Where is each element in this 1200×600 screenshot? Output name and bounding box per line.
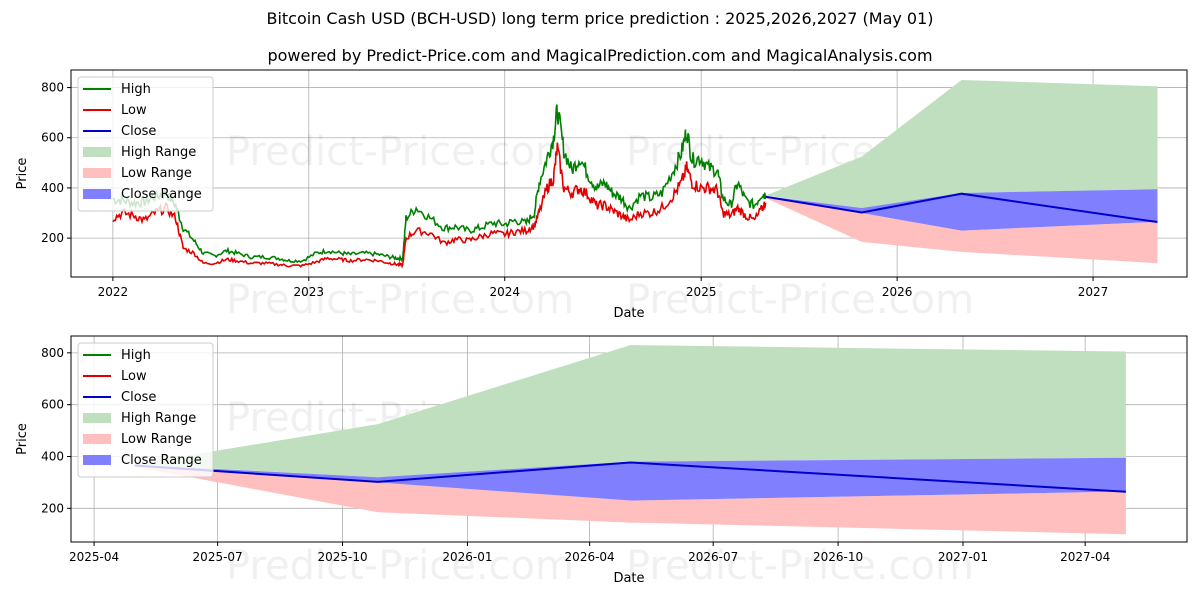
legend-label: Close — [121, 390, 156, 405]
watermark: Predict-Price.com — [226, 543, 574, 589]
low-range-band — [134, 465, 1126, 535]
legend-label: Close Range — [121, 453, 202, 468]
watermark: Predict-Price.com — [226, 277, 574, 323]
y-tick-label: 600 — [41, 398, 64, 412]
x-tick-label: 2026-04 — [565, 550, 615, 564]
legend-swatch-patch — [83, 455, 111, 465]
x-tick-label: 2025-04 — [69, 550, 119, 564]
chart-panel-2: Predict-Price.comPredict-Price.comPredic… — [15, 335, 1188, 589]
legend-swatch-patch — [83, 168, 111, 178]
close-forecast-line — [765, 192, 1158, 224]
watermark: Predict-Price.com — [226, 129, 574, 175]
x-tick-label: 2022 — [98, 285, 129, 299]
high-range-band — [134, 345, 1126, 478]
legend-label: High — [121, 82, 151, 97]
y-tick-label: 200 — [41, 231, 64, 245]
x-tick-label: 2024 — [489, 285, 520, 299]
chart-panel-1: Predict-Price.com Predict-Price.com Predic… — [15, 69, 1188, 323]
high-range-band — [765, 80, 1158, 208]
y-tick-label: 800 — [41, 81, 64, 95]
x-tick-label: 2025 — [686, 285, 717, 299]
x-tick-label: 2026 — [882, 285, 913, 299]
legend-label: Low — [121, 103, 147, 118]
x-tick-label: 2025-07 — [193, 550, 243, 564]
y-tick-label: 400 — [41, 181, 64, 195]
plot-area — [112, 80, 1158, 269]
low-series-line — [112, 142, 767, 269]
x-tick-label: 2026-10 — [813, 550, 863, 564]
legend-label: High — [121, 348, 151, 363]
y-tick-label: 600 — [41, 131, 64, 145]
y-tick-label: 400 — [41, 449, 64, 463]
close-range-band — [765, 189, 1158, 231]
x-tick-label: 2026-07 — [688, 550, 738, 564]
legend-label: Close Range — [121, 187, 202, 202]
y-axis-label: Price — [15, 423, 30, 455]
y-tick-label: 200 — [41, 501, 64, 515]
plot-area — [134, 345, 1126, 535]
x-tick-label: 2027-01 — [938, 550, 988, 564]
low-range-band — [765, 196, 1158, 264]
legend-label: Low Range — [121, 166, 192, 181]
x-tick-label: 2026-01 — [442, 550, 492, 564]
y-axis-label: Price — [15, 158, 30, 190]
x-axis-label: Date — [613, 306, 644, 321]
legend-label: Close — [121, 124, 156, 139]
axes-frame — [70, 69, 1188, 278]
watermark: Predict-Price.com — [626, 543, 974, 589]
high-series-line — [112, 104, 767, 264]
x-tick-label: 2023 — [294, 285, 325, 299]
chart-subtitle: powered by Predict-Price.com and Magical… — [267, 46, 933, 65]
legend-swatch-patch — [83, 413, 111, 423]
x-axis-label: Date — [613, 571, 644, 586]
x-tick-label: 2027 — [1078, 285, 1109, 299]
x-tick-label: 2025-10 — [317, 550, 367, 564]
close-range-band — [134, 457, 1126, 501]
axes-frame — [70, 335, 1188, 543]
close-forecast-line — [134, 461, 1126, 493]
legend: High Low Close High Range Low Range Close Ran… — [77, 342, 214, 478]
legend-box — [77, 76, 214, 212]
watermark: Predict-Price.com — [626, 277, 974, 323]
legend-label: Low — [121, 369, 147, 384]
x-tick-label: 2027-04 — [1060, 550, 1110, 564]
y-tick-label: 800 — [41, 346, 64, 360]
legend-swatch-patch — [83, 434, 111, 444]
legend-swatch-patch — [83, 147, 111, 157]
legend-swatch-patch — [83, 189, 111, 199]
legend-box — [77, 342, 214, 478]
legend-label: Low Range — [121, 432, 192, 447]
legend: High Low Close High Range Low Range Close Ran… — [77, 76, 214, 212]
legend-label: High Range — [121, 411, 196, 426]
legend-label: High Range — [121, 145, 196, 160]
chart-title: Bitcoin Cash USD (BCH-USD) long term pri… — [266, 9, 934, 28]
